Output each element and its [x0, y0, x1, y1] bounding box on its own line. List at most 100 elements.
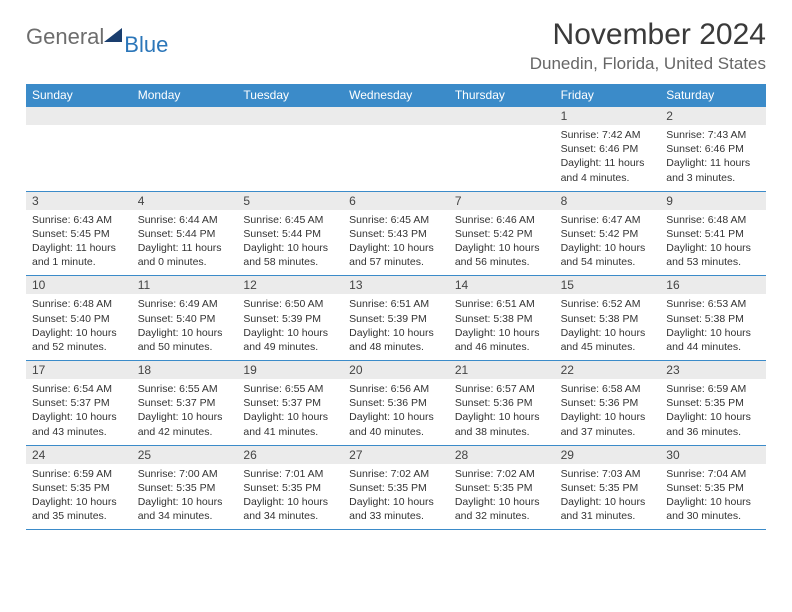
sunset-text: Sunset: 5:42 PM [455, 227, 549, 241]
daylight-text: Daylight: 10 hours [32, 326, 126, 340]
daylight-text: Daylight: 10 hours [666, 410, 760, 424]
daylight-text: Daylight: 10 hours [243, 410, 337, 424]
sunset-text: Sunset: 5:38 PM [666, 312, 760, 326]
sunrise-text: Sunrise: 6:44 AM [138, 213, 232, 227]
day-cell: Sunrise: 7:42 AMSunset: 6:46 PMDaylight:… [555, 125, 661, 191]
sunrise-text: Sunrise: 6:47 AM [561, 213, 655, 227]
sunrise-text: Sunrise: 6:45 AM [243, 213, 337, 227]
day-cell [237, 125, 343, 191]
daylight-text: and 53 minutes. [666, 255, 760, 269]
sunrise-text: Sunrise: 6:46 AM [455, 213, 549, 227]
sunset-text: Sunset: 6:46 PM [666, 142, 760, 156]
weekday-header: Monday [132, 84, 238, 106]
daylight-text: and 0 minutes. [138, 255, 232, 269]
location-subtitle: Dunedin, Florida, United States [530, 54, 766, 74]
daylight-text: Daylight: 10 hours [243, 495, 337, 509]
weekday-header: Saturday [660, 84, 766, 106]
day-cell: Sunrise: 7:04 AMSunset: 5:35 PMDaylight:… [660, 464, 766, 530]
sunset-text: Sunset: 5:37 PM [138, 396, 232, 410]
day-number-row: 24252627282930 [26, 446, 766, 464]
daylight-text: and 56 minutes. [455, 255, 549, 269]
day-cell: Sunrise: 6:51 AMSunset: 5:39 PMDaylight:… [343, 294, 449, 360]
daylight-text: and 33 minutes. [349, 509, 443, 523]
day-cell: Sunrise: 7:43 AMSunset: 6:46 PMDaylight:… [660, 125, 766, 191]
day-cell [26, 125, 132, 191]
daylight-text: Daylight: 10 hours [138, 326, 232, 340]
sunset-text: Sunset: 5:35 PM [32, 481, 126, 495]
page-title: November 2024 [530, 18, 766, 52]
daylight-text: Daylight: 10 hours [455, 326, 549, 340]
daylight-text: Daylight: 10 hours [561, 241, 655, 255]
sunrise-text: Sunrise: 6:43 AM [32, 213, 126, 227]
day-number [132, 107, 238, 125]
day-cell [449, 125, 555, 191]
daylight-text: Daylight: 11 hours [561, 156, 655, 170]
sunrise-text: Sunrise: 6:48 AM [666, 213, 760, 227]
day-number: 10 [26, 276, 132, 294]
day-number: 28 [449, 446, 555, 464]
day-number: 2 [660, 107, 766, 125]
day-number: 11 [132, 276, 238, 294]
title-block: November 2024 Dunedin, Florida, United S… [530, 18, 766, 74]
day-cell: Sunrise: 6:49 AMSunset: 5:40 PMDaylight:… [132, 294, 238, 360]
week-row: Sunrise: 6:43 AMSunset: 5:45 PM Daylight:… [26, 210, 766, 277]
day-cell: Sunrise: 6:57 AMSunset: 5:36 PMDaylight:… [449, 379, 555, 445]
day-number: 30 [660, 446, 766, 464]
day-number: 29 [555, 446, 661, 464]
daylight-text: Daylight: 10 hours [561, 410, 655, 424]
day-cell [343, 125, 449, 191]
day-number: 17 [26, 361, 132, 379]
daylight-text: Daylight: 10 hours [243, 241, 337, 255]
daylight-text: and 57 minutes. [349, 255, 443, 269]
daylight-text: and 40 minutes. [349, 425, 443, 439]
daylight-text: Daylight: 11 hours [138, 241, 232, 255]
sunset-text: Sunset: 5:35 PM [349, 481, 443, 495]
day-cell: Sunrise: 6:53 AMSunset: 5:38 PMDaylight:… [660, 294, 766, 360]
day-number: 6 [343, 192, 449, 210]
day-number [343, 107, 449, 125]
day-cell: Sunrise: 6:58 AMSunset: 5:36 PMDaylight:… [555, 379, 661, 445]
day-cell: Sunrise: 6:56 AMSunset: 5:36 PMDaylight:… [343, 379, 449, 445]
weekday-header-row: SundayMondayTuesdayWednesdayThursdayFrid… [26, 84, 766, 107]
daylight-text: Daylight: 10 hours [455, 410, 549, 424]
daylight-text: and 34 minutes. [243, 509, 337, 523]
sunrise-text: Sunrise: 6:59 AM [666, 382, 760, 396]
day-cell: Sunrise: 7:00 AMSunset: 5:35 PMDaylight:… [132, 464, 238, 530]
sunrise-text: Sunrise: 6:49 AM [138, 297, 232, 311]
sunset-text: Sunset: 5:35 PM [138, 481, 232, 495]
day-number: 22 [555, 361, 661, 379]
daylight-text: and 45 minutes. [561, 340, 655, 354]
logo-triangle-icon [104, 28, 122, 42]
sunset-text: Sunset: 5:45 PM [32, 227, 126, 241]
day-number: 24 [26, 446, 132, 464]
daylight-text: Daylight: 10 hours [349, 241, 443, 255]
sunset-text: Sunset: 6:46 PM [561, 142, 655, 156]
sunrise-text: Sunrise: 6:55 AM [138, 382, 232, 396]
day-number: 20 [343, 361, 449, 379]
sunrise-text: Sunrise: 6:57 AM [455, 382, 549, 396]
sunrise-text: Sunrise: 6:58 AM [561, 382, 655, 396]
day-cell: Sunrise: 6:50 AMSunset: 5:39 PMDaylight:… [237, 294, 343, 360]
day-number: 27 [343, 446, 449, 464]
day-number: 4 [132, 192, 238, 210]
daylight-text: Daylight: 10 hours [138, 410, 232, 424]
day-number-row: 10111213141516 [26, 276, 766, 294]
day-cell: Sunrise: 6:55 AMSunset: 5:37 PMDaylight:… [237, 379, 343, 445]
sunset-text: Sunset: 5:43 PM [349, 227, 443, 241]
daylight-text: Daylight: 10 hours [561, 326, 655, 340]
daylight-text: and 42 minutes. [138, 425, 232, 439]
daylight-text: and 4 minutes. [561, 171, 655, 185]
daylight-text: and 36 minutes. [666, 425, 760, 439]
day-cell: Sunrise: 6:44 AMSunset: 5:44 PMDaylight:… [132, 210, 238, 276]
day-number [237, 107, 343, 125]
daylight-text: and 46 minutes. [455, 340, 549, 354]
day-cell: Sunrise: 6:48 AMSunset: 5:40 PMDaylight:… [26, 294, 132, 360]
sunrise-text: Sunrise: 7:43 AM [666, 128, 760, 142]
day-cell [132, 125, 238, 191]
sunrise-text: Sunrise: 7:02 AM [349, 467, 443, 481]
day-number: 19 [237, 361, 343, 379]
sunrise-text: Sunrise: 6:56 AM [349, 382, 443, 396]
daylight-text: Daylight: 10 hours [349, 326, 443, 340]
day-number-row: 3456789 [26, 192, 766, 210]
daylight-text: and 38 minutes. [455, 425, 549, 439]
